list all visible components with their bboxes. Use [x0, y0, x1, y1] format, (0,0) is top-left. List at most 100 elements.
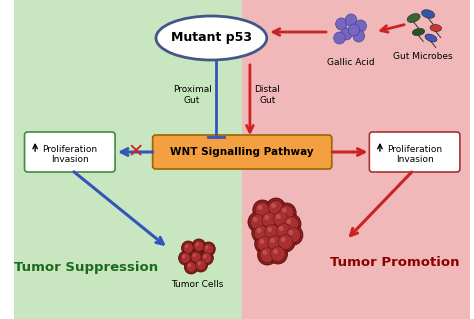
Circle shape: [263, 222, 282, 242]
Circle shape: [197, 262, 201, 265]
Circle shape: [336, 18, 347, 30]
Circle shape: [201, 253, 211, 263]
Ellipse shape: [421, 10, 435, 18]
Circle shape: [270, 238, 275, 243]
Text: Tumor Suppression: Tumor Suppression: [14, 262, 158, 275]
FancyBboxPatch shape: [369, 132, 460, 172]
Circle shape: [273, 249, 278, 254]
Circle shape: [255, 203, 270, 218]
Circle shape: [248, 212, 267, 232]
Circle shape: [253, 200, 272, 220]
Circle shape: [203, 255, 207, 258]
Circle shape: [284, 217, 299, 232]
Ellipse shape: [156, 16, 267, 60]
Circle shape: [277, 203, 296, 223]
Circle shape: [179, 251, 192, 265]
Circle shape: [254, 226, 269, 241]
Circle shape: [182, 255, 185, 258]
Circle shape: [263, 250, 267, 255]
Circle shape: [353, 30, 365, 42]
Circle shape: [348, 24, 360, 36]
Text: Mutant p53: Mutant p53: [171, 32, 252, 44]
Circle shape: [271, 209, 291, 229]
Circle shape: [271, 203, 276, 208]
Circle shape: [286, 219, 292, 224]
Circle shape: [267, 227, 272, 232]
Circle shape: [282, 214, 301, 234]
Circle shape: [183, 243, 193, 253]
Circle shape: [286, 227, 301, 242]
Ellipse shape: [430, 25, 442, 32]
Circle shape: [274, 221, 293, 241]
Circle shape: [256, 228, 262, 233]
Circle shape: [196, 260, 206, 270]
Circle shape: [279, 226, 283, 231]
FancyBboxPatch shape: [153, 135, 332, 169]
Circle shape: [186, 262, 196, 272]
Text: Proliferation
Invasion: Proliferation Invasion: [42, 145, 97, 164]
Text: Gallic Acid: Gallic Acid: [327, 58, 375, 67]
Circle shape: [250, 214, 265, 229]
Text: Proximal
Gut: Proximal Gut: [173, 85, 211, 105]
Circle shape: [289, 230, 293, 235]
Circle shape: [182, 241, 195, 255]
Circle shape: [185, 244, 188, 248]
Circle shape: [257, 205, 263, 210]
Circle shape: [203, 244, 214, 254]
Text: WNT Signalling Pathway: WNT Signalling Pathway: [170, 147, 314, 157]
Bar: [242, 0, 471, 319]
Circle shape: [279, 205, 294, 220]
Circle shape: [266, 198, 285, 218]
Circle shape: [268, 244, 287, 264]
Ellipse shape: [412, 28, 425, 36]
Circle shape: [281, 237, 285, 242]
Circle shape: [180, 253, 191, 263]
Circle shape: [264, 215, 269, 220]
Circle shape: [262, 212, 276, 227]
Circle shape: [202, 242, 215, 256]
Circle shape: [355, 20, 366, 32]
Text: Tumor Promotion: Tumor Promotion: [329, 256, 459, 269]
Circle shape: [184, 260, 198, 274]
Text: Proliferation
Invasion: Proliferation Invasion: [387, 145, 442, 164]
Circle shape: [200, 251, 213, 265]
Circle shape: [194, 258, 208, 272]
Circle shape: [195, 242, 199, 246]
Circle shape: [260, 210, 279, 230]
Circle shape: [257, 245, 277, 265]
Circle shape: [283, 225, 303, 245]
Circle shape: [192, 254, 196, 257]
Circle shape: [345, 14, 357, 26]
Circle shape: [205, 246, 209, 249]
Text: Distal
Gut: Distal Gut: [255, 85, 280, 105]
Ellipse shape: [425, 34, 437, 42]
Circle shape: [253, 217, 257, 222]
Circle shape: [260, 248, 274, 263]
Circle shape: [191, 252, 201, 262]
Text: Tumor Cells: Tumor Cells: [171, 280, 223, 289]
Circle shape: [260, 239, 264, 244]
Circle shape: [334, 32, 345, 44]
Circle shape: [340, 28, 352, 40]
Circle shape: [265, 233, 284, 253]
Circle shape: [269, 201, 283, 216]
Circle shape: [268, 235, 282, 250]
Circle shape: [257, 236, 272, 251]
Circle shape: [188, 263, 191, 267]
Circle shape: [276, 224, 291, 239]
FancyBboxPatch shape: [25, 132, 115, 172]
Circle shape: [276, 232, 295, 252]
Circle shape: [189, 250, 203, 264]
Ellipse shape: [407, 13, 420, 22]
Circle shape: [255, 234, 274, 254]
Circle shape: [252, 223, 271, 243]
Circle shape: [271, 247, 285, 262]
Circle shape: [192, 239, 206, 253]
Text: Gut Microbes: Gut Microbes: [393, 52, 453, 61]
Circle shape: [265, 225, 279, 240]
Bar: [14, 0, 242, 319]
Circle shape: [278, 234, 293, 249]
Circle shape: [276, 214, 281, 219]
Text: ✕: ✕: [127, 143, 144, 161]
Circle shape: [194, 241, 204, 251]
